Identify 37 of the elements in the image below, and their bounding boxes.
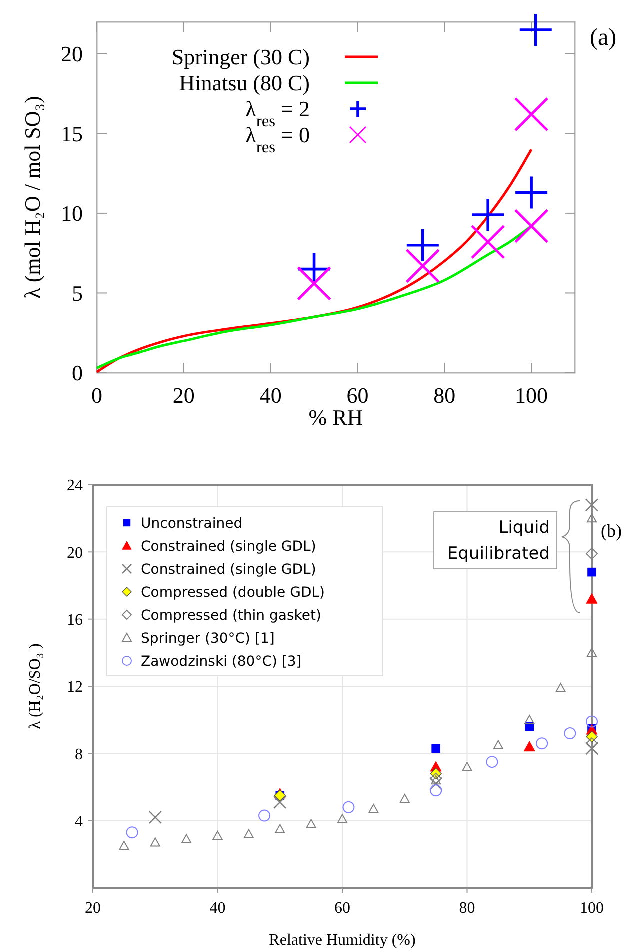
y-tick-label: 4 (75, 813, 83, 830)
text: (b) (601, 521, 622, 541)
legend-label: Constrained (single GDL) (141, 538, 316, 555)
y-tick-label: 16 (67, 612, 83, 629)
x-tick-label: 40 (260, 383, 282, 408)
legend-label: Compressed (thin gasket) (141, 608, 322, 624)
x-tick-label: 80 (434, 383, 456, 408)
y-tick-label: 5 (72, 280, 83, 306)
y-tick-label: 24 (67, 478, 83, 495)
x-tick-label: 60 (346, 383, 369, 408)
x-axis-title: % RH (308, 405, 364, 430)
x-tick-label: 20 (172, 383, 195, 408)
annotation: Liquid Equilibrated (447, 518, 550, 564)
legend-label: Springer (30°C) [1] (141, 630, 275, 647)
legend-label: Zawodzinski (80°C) [3] (141, 654, 302, 670)
x-axis-title: Relative Humidity (%) (269, 932, 416, 949)
x-tick-label: 0 (92, 383, 102, 408)
x-tick-label: 100 (580, 900, 604, 917)
y-tick-label: 10 (61, 201, 83, 226)
y-axis-title: λ (H₂O/SO₃ ) (27, 644, 44, 730)
y-tick-label: 0 (72, 360, 83, 386)
y-tick-label: 15 (61, 121, 83, 146)
y-tick-label: 12 (67, 679, 83, 696)
text: (a) (590, 25, 617, 51)
legend-label: Springer (30 C) (172, 44, 310, 70)
legend-label: Constrained (single GDL) (141, 562, 316, 578)
y-tick-label: 20 (61, 42, 83, 67)
x-tick-label: 60 (334, 900, 350, 917)
y-axis-title: λ (mol H₂O / mol SO₃) (20, 96, 45, 299)
legend-label: Unconstrained (141, 516, 243, 532)
x-tick-label: 80 (459, 900, 476, 917)
y-tick-label: 20 (67, 544, 83, 562)
x-tick-label: 100 (515, 383, 548, 408)
x-tick-label: 40 (210, 900, 226, 917)
y-tick-label: 8 (75, 746, 83, 764)
legend-label: Compressed (double GDL) (141, 584, 325, 601)
legend-label: Hinatsu (80 C) (179, 70, 310, 96)
